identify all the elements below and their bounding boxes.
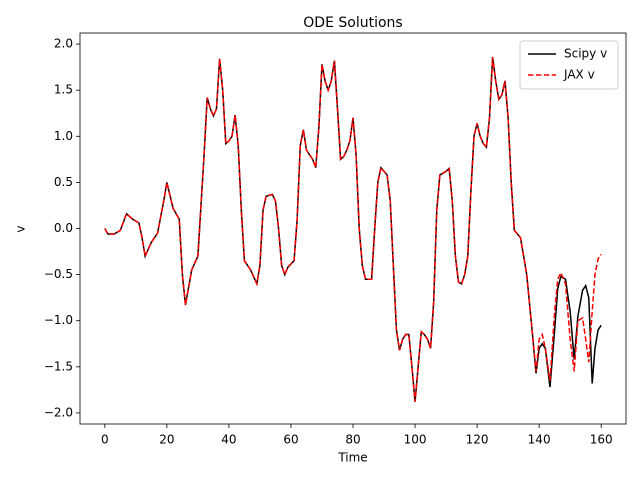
legend-label: JAX v — [563, 68, 595, 82]
legend-label: Scipy v — [564, 47, 607, 61]
y-tick-label: −0.5 — [44, 267, 73, 281]
series-line — [104, 56, 602, 402]
y-tick-label: 0.5 — [54, 175, 73, 189]
x-tick-label: 80 — [345, 433, 360, 447]
x-tick-label: 0 — [101, 433, 109, 447]
x-axis-label: Time — [337, 451, 367, 465]
x-tick-label: 100 — [404, 433, 427, 447]
plot-frame — [79, 32, 627, 425]
x-tick-label: 140 — [528, 433, 551, 447]
x-tick-label: 160 — [590, 433, 613, 447]
y-tick-label: 0.0 — [54, 221, 73, 235]
y-tick-label: 2.0 — [54, 37, 73, 51]
y-tick-label: 1.0 — [54, 129, 73, 143]
y-tick-label: −2.0 — [44, 405, 73, 419]
x-tick-label: 40 — [221, 433, 236, 447]
x-tick-label: 60 — [283, 433, 298, 447]
x-tick-label: 120 — [466, 433, 489, 447]
y-tick-label: 1.5 — [54, 83, 73, 97]
legend-box — [519, 40, 619, 90]
y-tick-label: −1.0 — [44, 313, 73, 327]
x-tick-label: 20 — [159, 433, 174, 447]
y-tick-label: −1.5 — [44, 359, 73, 373]
chart-title: ODE Solutions — [303, 15, 402, 31]
y-axis-label: v — [14, 225, 28, 232]
